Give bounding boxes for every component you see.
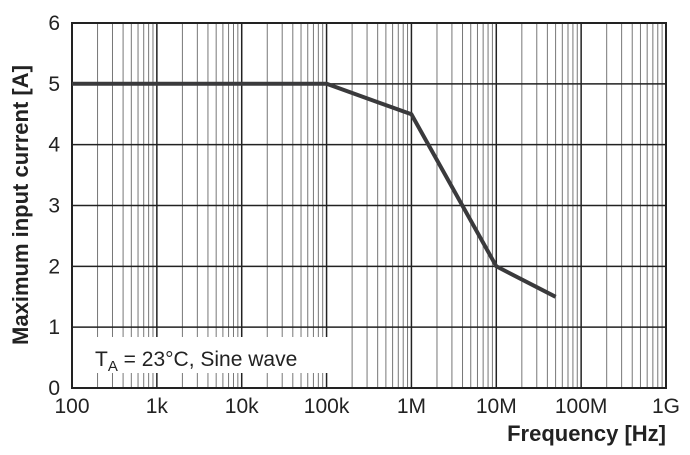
y-tick-label: 4 [48,134,60,157]
x-tick-label: 1k [146,395,169,418]
y-tick-label: 1 [48,316,60,339]
x-tick-label: 1M [397,395,426,418]
x-tick-label: 1G [652,395,680,418]
x-tick-label: 10k [225,395,259,418]
y-tick-label: 2 [48,255,60,278]
y-tick-label: 5 [48,73,60,96]
x-axis-title: Frequency [Hz] [507,421,666,446]
annotation-subscript: A [108,358,118,375]
x-tick-label: 100k [304,395,350,418]
tick-labels: 100 1k 10k 100k 1M 10M 100M 1G 0 1 2 3 4 5 6 [48,12,680,418]
y-tick-label: 3 [48,195,60,218]
x-tick-label: 100 [54,395,89,418]
annotation-suffix: = 23°C, Sine wave [118,348,297,371]
annotation-box [80,337,338,373]
x-tick-label: 100M [555,395,608,418]
grid [71,22,667,389]
y-axis-title: Maximum input current [A] [8,65,33,345]
x-tick-label: 10M [476,395,517,418]
current-series-line [72,81,557,299]
plot-frame [71,22,667,389]
y-tick-label: 6 [48,12,60,35]
plot-area [72,81,557,299]
annotation-text: TA = 23°C, Sine wave [95,348,297,375]
annotation-prefix: T [95,348,108,371]
y-tick-label: 0 [48,377,60,400]
